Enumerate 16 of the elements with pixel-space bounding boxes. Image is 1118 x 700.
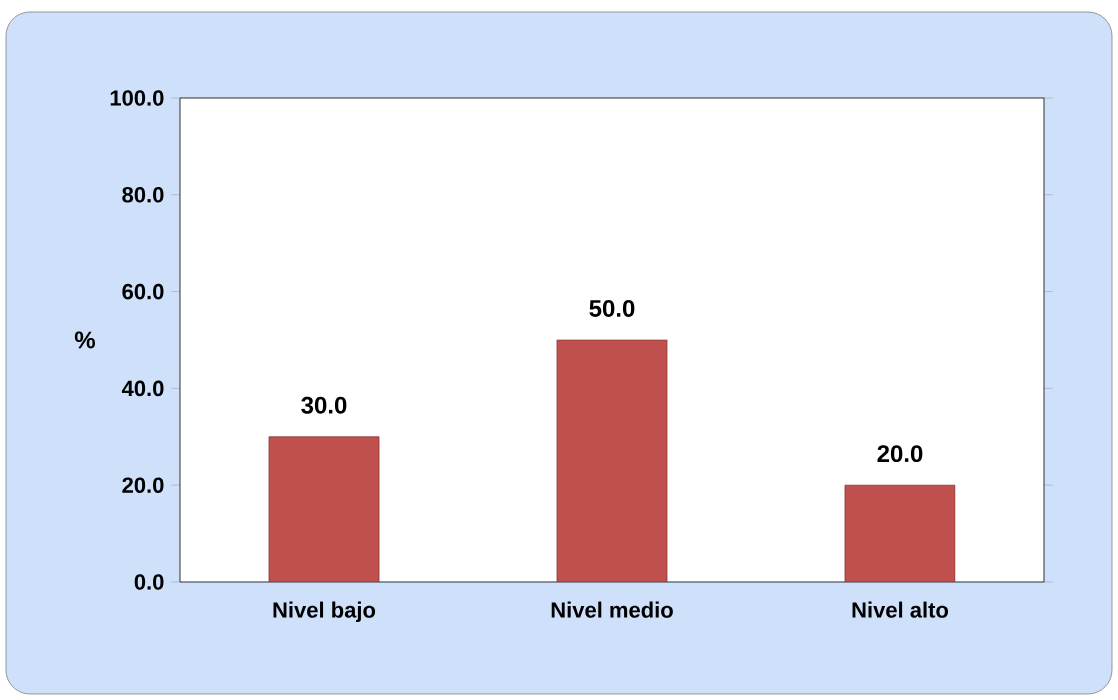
y-tick-label: 40.0: [121, 380, 164, 397]
y-axis-title: %: [74, 331, 95, 349]
data-label: 30.0: [301, 396, 347, 414]
y-tick-label: 80.0: [122, 187, 164, 203]
y-tick-label: 100.0: [110, 90, 164, 106]
bar: [556, 339, 668, 582]
x-tick-label: Nivel bajo: [273, 601, 376, 623]
data-label: 50.0: [589, 299, 635, 317]
x-tick-label: Nivel medio: [551, 601, 673, 618]
y-tick-label: 20.0: [122, 477, 164, 493]
y-tick-label: 0.0: [134, 574, 164, 590]
bar: [844, 484, 956, 582]
x-tick-label: Nivel alto: [852, 601, 949, 618]
data-label: 20.0: [877, 445, 923, 463]
y-tick-label: 60.0: [122, 283, 164, 300]
bar: [268, 436, 380, 582]
